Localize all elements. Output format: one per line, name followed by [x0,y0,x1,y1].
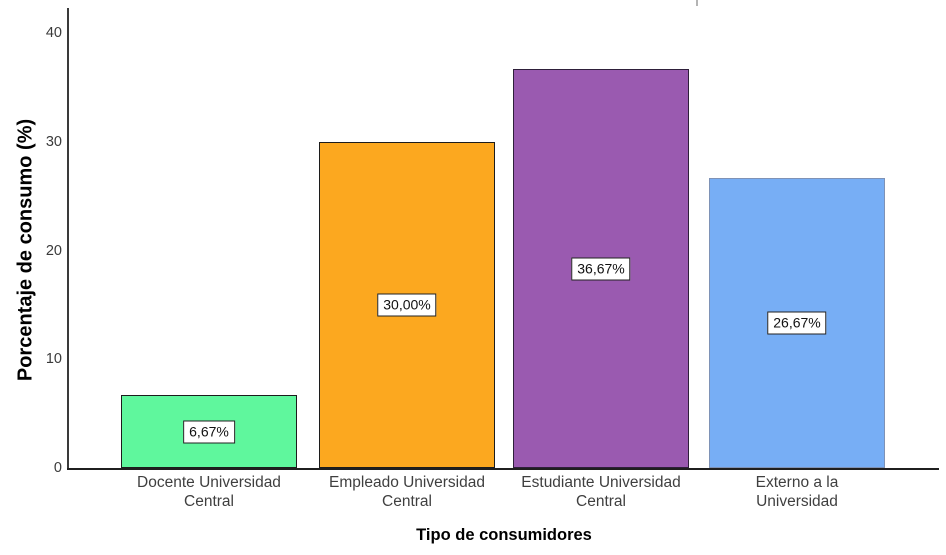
y-tick-label: 20 [45,242,62,259]
bar: 6,67% [121,395,297,468]
bar-value-label: 36,67% [571,257,631,281]
x-category-label: Empleado Universidad Central [329,474,485,510]
bar: 36,67% [513,69,689,468]
y-tick-label: 10 [45,351,62,368]
bar: 30,00% [319,141,495,468]
bar-value-label: 26,67% [767,311,827,335]
x-category-label: Estudiante Universidad Central [521,474,681,510]
x-category-label: Docente Universidad Central [137,474,281,510]
bar-value-label: 6,67% [183,420,235,444]
y-tick-label: 0 [53,460,62,476]
stray-mark [696,0,698,6]
x-axis-title: Tipo de consumidores [416,526,592,544]
y-tick-label: 40 [45,25,62,41]
y-tick-label: 30 [45,133,62,150]
x-category-label: Externo a la Universidad [755,474,839,510]
x-axis-line [67,468,939,470]
bar: 26,67% [709,177,885,468]
y-axis-line [67,8,69,469]
bar-value-label: 30,00% [377,293,437,317]
